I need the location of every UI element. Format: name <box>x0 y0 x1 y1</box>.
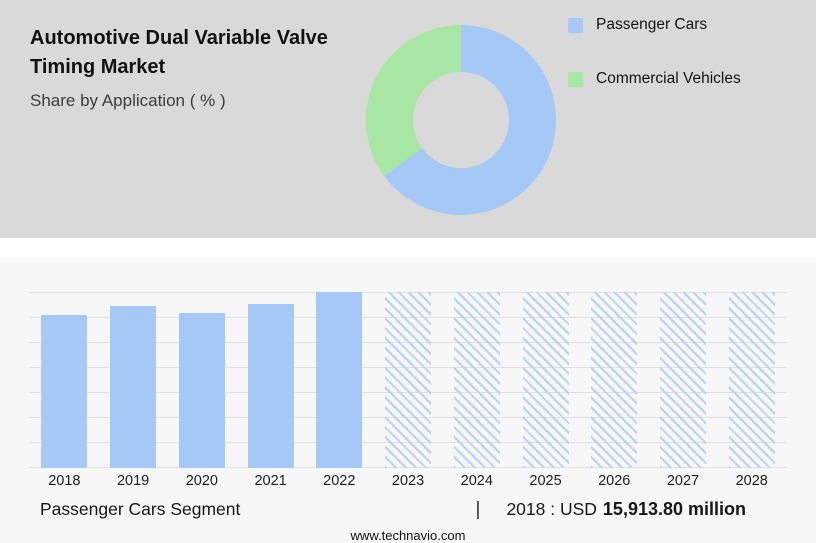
year-label-2028: 2028 <box>735 473 768 489</box>
value-group: 2018 : USD 15,913.80 million <box>506 499 746 520</box>
bar-2024 <box>453 292 500 468</box>
value-prefix: 2018 : USD <box>506 499 597 519</box>
chart-subtitle: Share by Application ( % ) <box>30 91 226 110</box>
bar-2028 <box>728 292 775 468</box>
bar-2021 <box>247 304 294 468</box>
legend-item-commercial-vehicles: Commercial Vehicles <box>568 70 741 88</box>
bar-2023 <box>385 292 432 468</box>
bar-2026 <box>591 292 638 468</box>
legend-swatch-passenger-cars <box>568 17 583 33</box>
year-label-2024: 2024 <box>460 473 493 489</box>
website-url: www.technavio.com <box>350 528 466 543</box>
bar-slot-2021 <box>236 292 305 468</box>
header-section: Automotive Dual Variable Valve Timing Ma… <box>0 0 816 238</box>
bar-slot-2018 <box>30 292 99 468</box>
bar-slot-2019 <box>99 292 168 468</box>
bar-slot-2025 <box>511 292 580 468</box>
bar-slot-2022 <box>305 292 374 468</box>
bar-slot-2020 <box>167 292 236 468</box>
bar-slot-2027 <box>649 292 718 468</box>
bar-slot-2026 <box>580 292 649 468</box>
legend-swatch-commercial-vehicles <box>568 71 583 87</box>
year-label-2027: 2027 <box>666 473 700 489</box>
bar-slot-2024 <box>442 292 511 468</box>
donut-hole <box>413 72 509 168</box>
bar-chart <box>30 292 786 468</box>
bars-container <box>30 292 786 468</box>
section-divider <box>0 238 816 258</box>
year-label-2023: 2023 <box>391 473 425 489</box>
separator: | <box>475 499 481 520</box>
bar-chart-section: 2018 2019 2020 2021 2022 2023 2024 2025 2026 2027… <box>0 258 816 543</box>
callout-row: Passenger Cars Segment | 2018 : USD 15,91… <box>40 499 746 521</box>
donut-chart <box>366 25 556 215</box>
legend-label-commercial-vehicles: Commercial Vehicles <box>596 70 741 87</box>
bar-slot-2028 <box>717 292 786 468</box>
x-axis-labels: 2018 2019 2020 2021 2022 2023 2024 2025 2026 2027… <box>30 473 786 489</box>
year-label-2025: 2025 <box>529 473 562 489</box>
year-label-2019: 2019 <box>116 473 150 489</box>
year-label-2021: 2021 <box>254 473 287 489</box>
legend-label-passenger-cars: Passenger Cars <box>596 16 708 33</box>
bar-2018 <box>41 314 88 468</box>
value-bold: 15,913.80 million <box>602 499 746 519</box>
year-label-2018: 2018 <box>48 473 81 489</box>
page-title: Automotive Dual Variable Valve Timing Ma… <box>30 27 328 78</box>
segment-label: Passenger Cars Segment <box>40 499 241 519</box>
bar-slot-2023 <box>374 292 443 468</box>
legend-item-passenger-cars: Passenger Cars <box>568 16 741 34</box>
year-label-2026: 2026 <box>598 473 631 489</box>
bar-2025 <box>522 292 569 468</box>
legend: Passenger Cars Commercial Vehicles <box>568 16 741 124</box>
bar-2020 <box>178 313 225 468</box>
year-label-2020: 2020 <box>185 473 218 489</box>
bar-2027 <box>659 292 706 468</box>
title-block: Automotive Dual Variable Valve Timing Ma… <box>30 24 375 111</box>
year-label-2022: 2022 <box>323 473 356 489</box>
bar-2019 <box>110 306 157 468</box>
bar-2022 <box>316 292 363 468</box>
